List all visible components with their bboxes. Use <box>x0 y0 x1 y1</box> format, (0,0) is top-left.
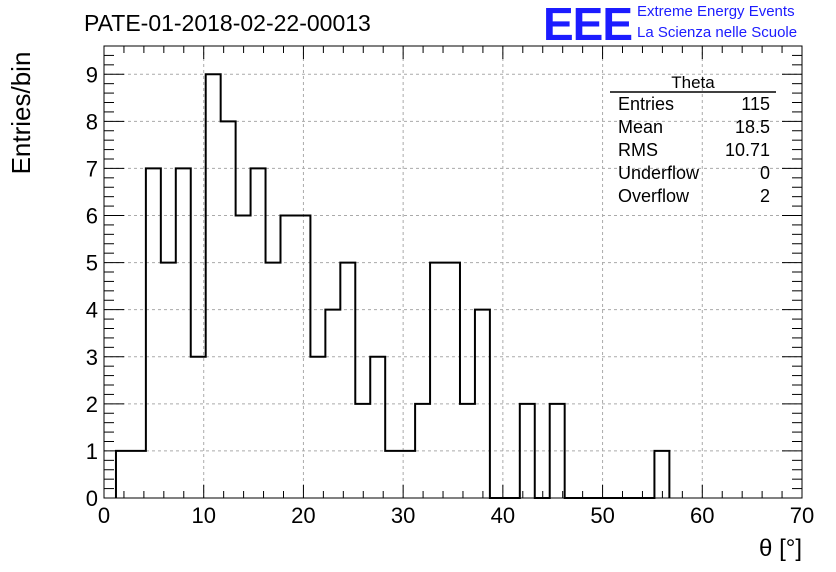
histogram-bin <box>385 451 400 498</box>
logo-line-1: Extreme Energy Events <box>637 3 795 20</box>
stats-label: Underflow <box>618 163 700 183</box>
y-tick-label: 8 <box>86 109 98 134</box>
stats-label: Overflow <box>618 186 690 206</box>
y-tick-label: 4 <box>86 298 98 323</box>
x-axis-label: θ [°] <box>759 535 802 562</box>
grid-lines <box>104 46 802 498</box>
y-axis-label: Entries/bin <box>6 52 36 175</box>
eee-logo: EEE <box>543 0 633 50</box>
x-tick-label: 70 <box>790 503 814 528</box>
histogram-bin <box>400 451 415 498</box>
stats-label: Entries <box>618 94 674 114</box>
stats-title: Theta <box>671 73 715 92</box>
histogram-outline <box>114 73 671 499</box>
histogram-bin <box>116 451 146 498</box>
histogram-bin <box>161 263 176 498</box>
y-tick-label: 6 <box>86 204 98 229</box>
logo-line-2: La Scienza nelle Scuole <box>637 24 798 41</box>
x-tick-label: 10 <box>191 503 215 528</box>
histogram-bin <box>370 357 385 498</box>
x-tick-label: 20 <box>291 503 315 528</box>
chart-title: PATE-01-2018-02-22-00013 <box>84 10 371 36</box>
x-tick-label: 50 <box>590 503 614 528</box>
stats-value: 115 <box>741 94 770 114</box>
histogram-bin <box>176 168 191 498</box>
histogram-bin <box>221 121 236 498</box>
histogram-bin <box>280 216 295 499</box>
y-tick-label: 3 <box>86 345 98 370</box>
stats-label: RMS <box>618 140 658 160</box>
y-tick-label: 5 <box>86 251 98 276</box>
histogram-bin <box>310 357 325 498</box>
stats-value: 18.5 <box>735 117 770 137</box>
stats-value: 10.71 <box>725 140 770 160</box>
histogram-bin <box>430 263 445 498</box>
stats-value: 0 <box>760 163 770 183</box>
y-tick-label: 9 <box>86 62 98 87</box>
stats-value: 2 <box>760 186 770 206</box>
y-tick-label: 0 <box>86 486 98 511</box>
x-tick-label: 40 <box>491 503 515 528</box>
y-tick-label: 7 <box>86 156 98 181</box>
x-tick-label: 0 <box>98 503 110 528</box>
x-tick-label: 60 <box>690 503 714 528</box>
stats-label: Mean <box>618 117 663 137</box>
plot-frame <box>103 45 803 499</box>
histogram-bin <box>146 168 161 498</box>
y-tick-label: 1 <box>86 439 98 464</box>
histogram-bin <box>266 263 281 498</box>
histogram-series <box>114 73 671 499</box>
axes <box>103 45 803 499</box>
x-tick-label: 30 <box>391 503 415 528</box>
histogram-bin <box>206 74 221 498</box>
y-tick-label: 2 <box>86 392 98 417</box>
histogram-bin <box>340 263 355 498</box>
stats-box: Theta Entries 115 Mean 18.5 RMS 10.71 Underflow… <box>610 73 776 206</box>
histogram-bin <box>445 263 460 498</box>
histogram-bin <box>251 168 266 498</box>
histogram-bin <box>654 451 669 498</box>
